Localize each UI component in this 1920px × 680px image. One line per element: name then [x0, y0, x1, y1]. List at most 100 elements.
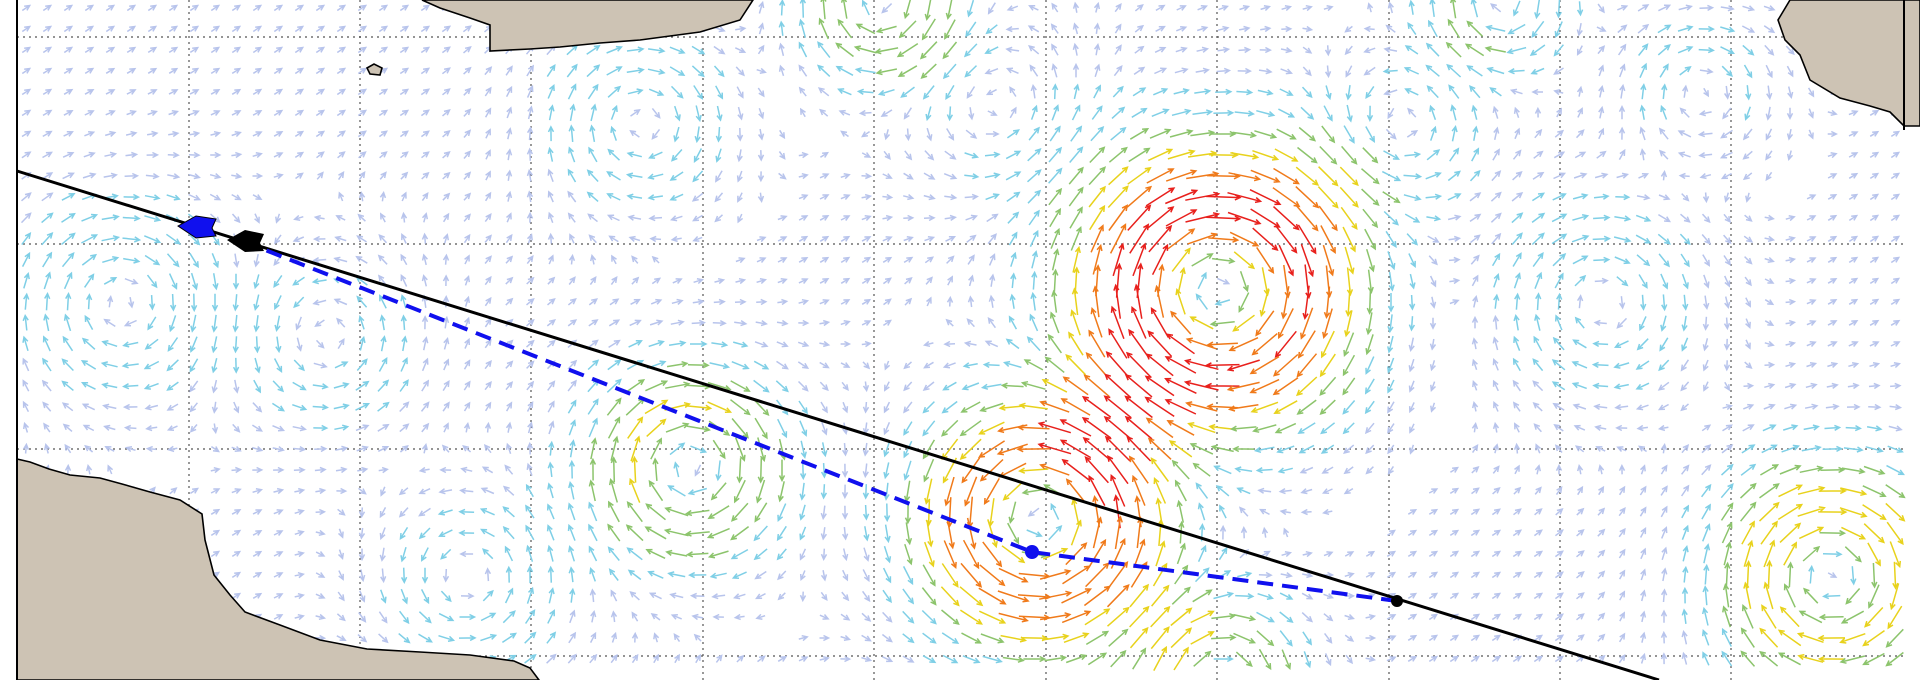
current-arrow: [1272, 206, 1300, 231]
current-arrow: [1724, 561, 1731, 587]
current-arrow: [965, 129, 978, 139]
current-arrow: [1233, 251, 1256, 270]
current-arrow: [1743, 539, 1754, 567]
current-arrow: [1093, 43, 1101, 56]
current-arrow: [1492, 336, 1499, 351]
current-arrow: [1363, 25, 1375, 33]
current-arrow: [1703, 381, 1709, 392]
current-arrow: [799, 526, 807, 541]
current-arrow: [1493, 293, 1500, 309]
current-arrow: [1572, 255, 1589, 265]
current-arrow: [798, 319, 810, 327]
current-arrow: [420, 67, 431, 75]
current-arrow: [42, 130, 53, 138]
current-arrow: [1302, 66, 1312, 77]
current-arrow: [840, 613, 851, 621]
current-arrow: [647, 570, 664, 579]
current-arrow: [1806, 236, 1817, 242]
current-arrow: [841, 381, 849, 392]
current-arrow: [1008, 501, 1017, 524]
current-arrow: [1366, 105, 1374, 122]
current-arrow: [105, 110, 116, 116]
current-arrow: [1597, 528, 1606, 537]
current-arrow: [650, 298, 663, 305]
current-arrow: [125, 130, 138, 137]
current-arrow: [1661, 83, 1668, 100]
current-arrow: [1131, 107, 1148, 118]
current-arrow: [103, 172, 118, 179]
current-arrow: [1302, 4, 1313, 12]
current-arrow: [706, 527, 730, 539]
current-arrow: [1174, 67, 1189, 74]
current-arrow: [671, 298, 684, 305]
current-arrow: [440, 590, 452, 603]
current-arrow: [252, 25, 263, 33]
current-arrow: [380, 486, 386, 497]
current-arrow: [484, 421, 492, 433]
current-arrow: [1744, 106, 1752, 121]
current-arrow: [985, 130, 1000, 138]
current-arrow: [548, 587, 555, 604]
current-arrow: [1535, 443, 1541, 454]
current-arrow: [1533, 613, 1544, 621]
current-arrow: [189, 4, 200, 12]
current-arrow: [1797, 485, 1826, 495]
current-arrow: [874, 47, 899, 55]
current-arrow: [1367, 2, 1374, 13]
current-arrow: [1640, 568, 1647, 581]
current-arrow: [1217, 46, 1231, 54]
current-arrow: [1680, 213, 1691, 223]
track-line: [16, 169, 1660, 680]
current-arrow: [1660, 464, 1668, 475]
current-arrow: [1576, 592, 1585, 600]
current-arrow: [776, 360, 789, 370]
current-arrow: [610, 104, 618, 120]
current-arrow: [1029, 64, 1039, 77]
current-arrow: [754, 341, 769, 348]
current-arrow: [1114, 23, 1122, 34]
current-arrow: [998, 612, 1029, 623]
current-arrow: [294, 130, 305, 138]
current-arrow: [233, 401, 240, 414]
current-arrow: [379, 151, 388, 159]
current-arrow: [485, 149, 491, 160]
current-arrow: [1556, 292, 1563, 310]
current-arrow: [356, 295, 368, 308]
current-arrow: [587, 359, 600, 371]
current-arrow: [1090, 224, 1104, 253]
current-arrow: [460, 592, 475, 600]
current-arrow: [377, 401, 390, 412]
current-arrow: [984, 172, 1001, 179]
current-arrow: [1492, 465, 1500, 474]
current-arrow: [1020, 380, 1046, 390]
current-arrow: [1238, 25, 1251, 33]
current-arrow: [1597, 591, 1606, 600]
current-arrow: [669, 171, 684, 181]
current-arrow: [84, 25, 95, 33]
current-arrow: [1531, 232, 1545, 246]
current-arrow: [1806, 257, 1817, 263]
current-arrow: [1869, 130, 1880, 137]
current-arrow: [1658, 149, 1669, 160]
current-arrow: [22, 442, 30, 454]
current-arrow: [21, 251, 31, 267]
current-arrow: [231, 110, 242, 116]
current-arrow: [861, 236, 872, 242]
current-arrow: [734, 437, 746, 462]
current-arrow: [1889, 403, 1903, 411]
current-arrow: [1174, 564, 1189, 585]
current-arrow: [525, 544, 534, 562]
current-arrow: [1887, 605, 1903, 630]
current-arrow: [1679, 107, 1690, 118]
current-arrow: [100, 361, 118, 368]
current-arrow: [1387, 465, 1395, 475]
current-arrow: [967, 295, 975, 308]
current-arrow: [505, 276, 514, 285]
current-arrow: [463, 380, 471, 391]
current-arrow: [923, 458, 935, 483]
current-arrow: [731, 571, 747, 579]
current-arrow: [437, 509, 453, 516]
current-arrow: [1592, 340, 1609, 348]
current-arrow: [648, 151, 663, 159]
current-arrow: [1449, 277, 1461, 285]
